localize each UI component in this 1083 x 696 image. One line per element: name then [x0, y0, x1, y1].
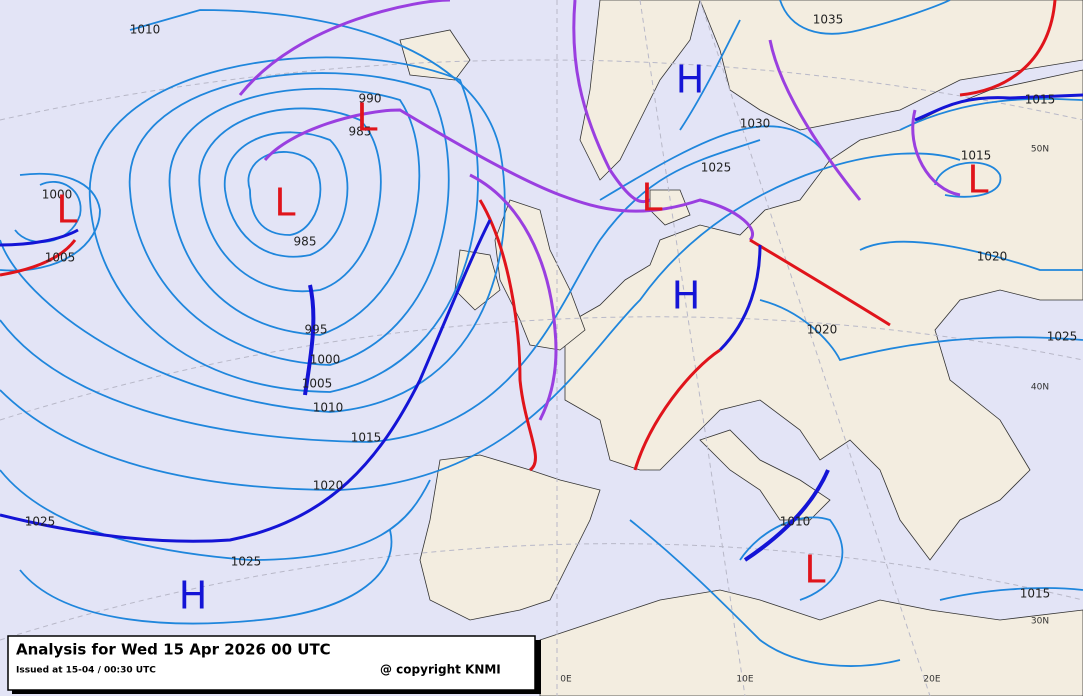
labels: 1010 1035 990 985 1030 1025 1015 1015 1000 1005 98… — [25, 13, 1078, 685]
isobar-label: 1025 — [701, 161, 732, 175]
issued-time: Issued at 15-04 / 00:30 UTC — [16, 666, 156, 676]
pressure-center: H — [676, 58, 705, 102]
isobar-label: 995 — [305, 323, 328, 337]
pressure-center: L — [56, 188, 77, 232]
isobar-label: 985 — [294, 235, 317, 249]
isobars — [0, 0, 1083, 667]
pressure-center: L — [356, 96, 377, 140]
title-panel — [7, 635, 536, 691]
fronts — [0, 0, 1083, 562]
copyright: @ copyright KNMI — [380, 663, 501, 677]
title-box: Analysis for Wed 15 Apr 2026 00 UTC Issu… — [7, 635, 541, 694]
graticule-label: 20E — [923, 675, 940, 685]
graticule-label: 40N — [1031, 383, 1049, 393]
isobar-label: 1005 — [45, 251, 76, 265]
isobar-label: 1020 — [807, 323, 838, 337]
graticule-label: 10E — [736, 675, 753, 685]
isobar-label: 1010 — [130, 23, 161, 37]
isobar-label: 1010 — [780, 515, 811, 529]
graticule-label: 50N — [1031, 145, 1049, 155]
isobar-label: 985 — [349, 125, 372, 139]
isobar-label: 1020 — [313, 479, 344, 493]
isobar-label: 1015 — [351, 431, 382, 445]
isobar-label: 1020 — [977, 250, 1008, 264]
map-title: Analysis for Wed 15 Apr 2026 00 UTC — [16, 641, 331, 659]
pressure-center: H — [179, 574, 208, 618]
isobar-label: 1015 — [1025, 93, 1056, 107]
isobar-label: 1035 — [813, 13, 844, 27]
isobar-label: 1025 — [25, 515, 56, 529]
isobar-label: 1015 — [1020, 587, 1051, 601]
isobar-label: 1015 — [961, 149, 992, 163]
isobar-label: 1010 — [313, 401, 344, 415]
pressure-center: L — [804, 548, 825, 592]
pressure-center: L — [967, 158, 988, 202]
isobar-label: 1000 — [42, 188, 73, 202]
pressure-center: L — [274, 181, 295, 225]
graticule-label: 30N — [1031, 617, 1049, 627]
pressure-center: H — [672, 274, 701, 318]
graticule-label: 0E — [560, 675, 572, 685]
pressure-center: L — [641, 176, 662, 220]
isobar-label: 1030 — [740, 117, 771, 131]
isobar-label: 1025 — [1047, 330, 1078, 344]
isobar-label: 1000 — [310, 353, 341, 367]
isobar-label: 1005 — [302, 377, 333, 391]
isobar-label: 990 — [359, 92, 382, 106]
isobar-label: 1025 — [231, 555, 262, 569]
